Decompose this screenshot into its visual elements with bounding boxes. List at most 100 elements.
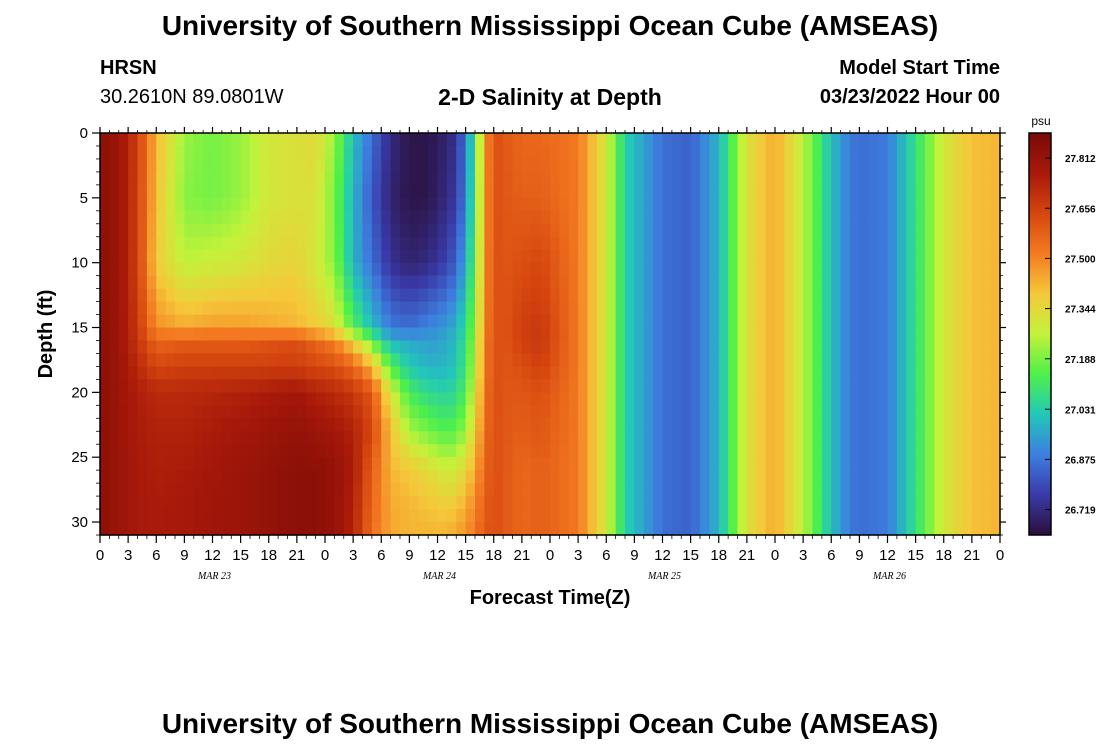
heatmap-cell <box>287 405 298 419</box>
heatmap-cell <box>550 405 560 419</box>
heatmap-cell <box>559 171 570 186</box>
heatmap-cell <box>428 522 439 536</box>
heatmap-cell <box>550 418 560 432</box>
heatmap-cell <box>259 379 270 393</box>
heatmap-cell <box>268 145 279 160</box>
x-tick-label: 9 <box>180 547 188 564</box>
heatmap-cell <box>793 340 804 355</box>
heatmap-cell <box>775 145 785 160</box>
heatmap-cell <box>718 470 729 484</box>
heatmap-cell <box>250 431 260 445</box>
heatmap-cell <box>184 158 195 173</box>
heatmap-cell <box>615 236 626 251</box>
heatmap-cell <box>943 262 954 277</box>
heatmap-cell <box>578 262 589 277</box>
heatmap-cell <box>831 314 842 329</box>
heatmap-cell <box>475 158 485 173</box>
heatmap-cell <box>437 171 448 186</box>
heatmap-cell <box>240 470 251 484</box>
heatmap-cell <box>437 314 448 329</box>
heatmap-cell <box>765 223 776 238</box>
heatmap-cell <box>353 236 364 251</box>
heatmap-cell <box>250 522 260 536</box>
heatmap-cell <box>259 444 270 458</box>
heatmap-cell <box>343 457 354 471</box>
heatmap-cell <box>925 184 935 199</box>
heatmap-cell <box>643 379 654 393</box>
heatmap-cell <box>287 457 298 471</box>
heatmap-cell <box>493 236 504 251</box>
x-tick-label: 18 <box>485 547 502 564</box>
y-tick-label: 15 <box>71 320 88 337</box>
heatmap-cell <box>109 158 120 173</box>
heatmap-cell <box>671 236 682 251</box>
heatmap-cell <box>850 262 860 277</box>
heatmap-cell <box>784 301 795 316</box>
heatmap-cell <box>990 392 1001 406</box>
heatmap-cell <box>334 288 345 303</box>
heatmap-cell <box>943 184 954 199</box>
heatmap-cell <box>306 327 317 342</box>
heatmap-cell <box>531 366 542 380</box>
heatmap-cell <box>306 418 317 432</box>
heatmap-cell <box>484 483 495 497</box>
heatmap-cell <box>728 340 739 355</box>
heatmap-cell <box>343 210 354 225</box>
heatmap-cell <box>475 327 485 342</box>
heatmap-cell <box>615 275 626 290</box>
heatmap-cell <box>521 392 532 406</box>
heatmap-cell <box>953 288 964 303</box>
heatmap-cell <box>409 210 420 225</box>
heatmap-cell <box>587 171 598 186</box>
heatmap-cell <box>240 522 251 536</box>
heatmap-cell <box>475 197 485 212</box>
heatmap-cell <box>175 197 185 212</box>
heatmap-cell <box>868 379 879 393</box>
heatmap-cell <box>353 145 364 160</box>
heatmap-cell <box>287 133 298 147</box>
heatmap-cell <box>212 184 223 199</box>
heatmap-cell <box>400 171 410 186</box>
heatmap-cell <box>362 314 373 329</box>
heatmap-cell <box>240 197 251 212</box>
heatmap-cell <box>296 340 307 355</box>
heatmap-cell <box>971 184 982 199</box>
heatmap-cell <box>850 392 860 406</box>
heatmap-cell <box>493 340 504 355</box>
heatmap-cell <box>803 158 814 173</box>
heatmap-cell <box>746 145 757 160</box>
heatmap-cell <box>625 483 635 497</box>
heatmap-cell <box>756 327 767 342</box>
heatmap-cell <box>203 470 214 484</box>
heatmap-cell <box>690 353 701 368</box>
heatmap-cell <box>240 509 251 523</box>
heatmap-cell <box>962 392 973 406</box>
heatmap-cell <box>540 340 551 355</box>
station-name: HRSN <box>100 57 157 79</box>
heatmap-cell <box>662 431 673 445</box>
heatmap-cell <box>737 288 748 303</box>
heatmap-cell <box>859 418 870 432</box>
heatmap-cell <box>409 496 420 510</box>
heatmap-cell <box>212 483 223 497</box>
heatmap-cell <box>887 522 898 536</box>
heatmap-cell <box>671 379 682 393</box>
heatmap-cell <box>812 340 823 355</box>
heatmap-cell <box>334 184 345 199</box>
heatmap-cell <box>437 327 448 342</box>
heatmap-cell <box>784 340 795 355</box>
heatmap-cell <box>606 314 617 329</box>
heatmap-cell <box>362 353 373 368</box>
heatmap-cell <box>840 288 851 303</box>
heatmap-cell <box>962 483 973 497</box>
heatmap-cell <box>671 366 682 380</box>
heatmap-cell <box>653 301 664 316</box>
heatmap-cell <box>521 470 532 484</box>
heatmap-cell <box>690 262 701 277</box>
heatmap-cell <box>840 353 851 368</box>
heatmap-cell <box>296 327 307 342</box>
heatmap-cell <box>840 171 851 186</box>
heatmap-cell <box>868 133 879 147</box>
heatmap-cell <box>915 392 926 406</box>
heatmap-cell <box>962 457 973 471</box>
